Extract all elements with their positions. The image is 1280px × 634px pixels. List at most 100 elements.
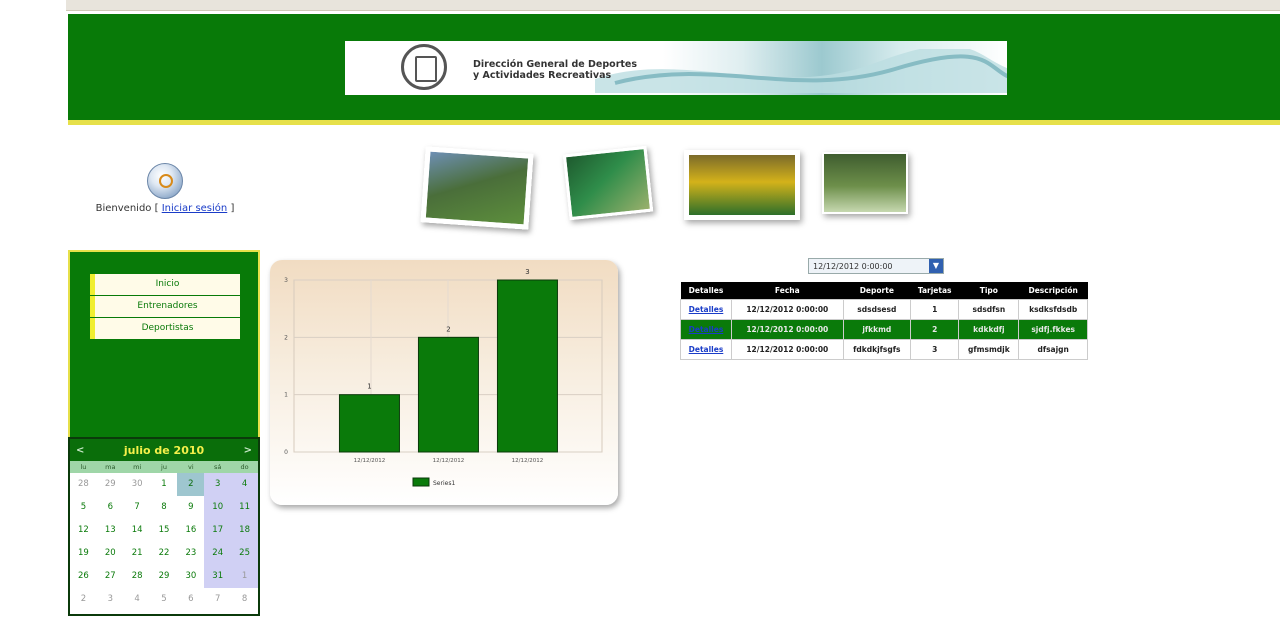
calendar-day[interactable]: 8 xyxy=(241,594,248,604)
wave-graphic xyxy=(595,49,1007,93)
calendar-day-name: lu xyxy=(70,461,97,473)
details-link[interactable]: Detalles xyxy=(688,345,724,354)
chart-panel: 0 1 2 3 1 12/12/2012 2 12/12/2012 3 12/12/2012 Ser… xyxy=(270,260,618,505)
calendar-day[interactable]: 6 xyxy=(107,502,113,512)
calendar-day[interactable]: 3 xyxy=(204,473,232,496)
photo-crowd xyxy=(684,150,800,220)
calendar-day[interactable]: 29 xyxy=(158,571,170,581)
calendar-day[interactable]: 1 xyxy=(161,479,167,489)
menu-item-entrenadores[interactable]: Entrenadores xyxy=(90,296,240,317)
bar xyxy=(417,336,479,453)
calendar-day[interactable]: 12 xyxy=(78,525,89,535)
x-tick-label: 12/12/2012 xyxy=(512,458,544,464)
x-tick-label: 12/12/2012 xyxy=(433,458,465,464)
calendar-day-name: mi xyxy=(123,461,151,473)
next-month-button[interactable]: > xyxy=(243,444,252,456)
bar-value-label: 3 xyxy=(525,268,529,276)
table-cell: sjdfj.fkkes xyxy=(1018,319,1088,340)
calendar-day[interactable]: 11 xyxy=(231,496,258,519)
bar-value-label: 2 xyxy=(446,325,450,333)
calendar-day[interactable]: 20 xyxy=(104,548,116,558)
calendar-day-name: vi xyxy=(177,461,205,473)
institution-seal-logo xyxy=(401,44,447,90)
calendar-day[interactable]: 26 xyxy=(78,571,89,581)
calendar-day[interactable]: 4 xyxy=(231,473,258,496)
details-link[interactable]: Detalles xyxy=(688,325,724,334)
table-cell: fdkdkjfsgfs xyxy=(842,339,911,360)
col-detalles: Detalles xyxy=(680,282,732,300)
bar xyxy=(496,279,558,453)
table-cell: Detalles xyxy=(680,339,732,360)
menu-item-deportistas[interactable]: Deportistas xyxy=(90,318,240,339)
table-row: Detalles 12/12/2012 0:00:00 sdsdsesd 1 sdsdf… xyxy=(680,299,1088,320)
calendar-day[interactable]: 5 xyxy=(80,502,87,512)
y-tick-label: 3 xyxy=(284,277,288,284)
calendar-day[interactable]: 7 xyxy=(134,502,140,512)
calendar-day[interactable]: 16 xyxy=(185,525,197,535)
calendar-day[interactable]: 19 xyxy=(78,548,89,558)
calendar-day[interactable]: 1 xyxy=(231,565,258,588)
calendar-day[interactable]: 3 xyxy=(107,594,113,604)
calendar-day-name: do xyxy=(231,461,258,473)
welcome-box: Bienvenido [ Iniciar sesión ] xyxy=(80,163,250,214)
calendar-day[interactable]: 4 xyxy=(134,594,140,604)
calendar-day[interactable]: 15 xyxy=(158,525,170,535)
photo-player xyxy=(562,145,654,221)
calendar-day[interactable]: 5 xyxy=(161,594,167,604)
calendar-day[interactable]: 31 xyxy=(204,565,232,588)
calendar-day[interactable]: 28 xyxy=(131,571,143,581)
calendar-day[interactable]: 21 xyxy=(131,548,143,558)
bracket-open: [ xyxy=(154,203,159,214)
calendar-day[interactable]: 29 xyxy=(104,479,116,489)
calendar-day[interactable]: 25 xyxy=(231,542,258,565)
calendar-day[interactable]: 27 xyxy=(104,571,116,581)
table-cell: 12/12/2012 0:00:00 xyxy=(730,299,844,320)
date-filter-value: 12/12/2012 0:00:00 xyxy=(813,262,893,271)
prev-month-button[interactable]: < xyxy=(76,444,85,456)
calendar-day[interactable]: 10 xyxy=(204,496,232,519)
calendar-day[interactable]: 13 xyxy=(104,525,116,535)
table-cell: sdsdsesd xyxy=(842,299,911,320)
table-row: Detalles 12/12/2012 0:00:00 jfkkmd 2 kdkkdfj… xyxy=(680,319,1088,340)
dropdown-arrow-icon: ▼ xyxy=(929,259,943,273)
legend-swatch xyxy=(412,477,430,487)
calendar-day[interactable]: 14 xyxy=(131,525,143,535)
calendar-day[interactable]: 24 xyxy=(204,542,232,565)
calendar-day[interactable]: 28 xyxy=(78,479,89,489)
calendar-day[interactable]: 6 xyxy=(188,594,194,604)
calendar: < julio de 2010 > lu ma mi ju vi sá do 28 29 30 1 2… xyxy=(68,437,260,616)
date-filter-select[interactable]: 12/12/2012 0:00:00 ▼ xyxy=(808,258,944,274)
table-cell: 1 xyxy=(909,299,960,320)
calendar-day[interactable]: 2 xyxy=(80,594,87,604)
photo-athlete xyxy=(822,152,908,214)
calendar-day[interactable]: 22 xyxy=(158,548,170,558)
login-link[interactable]: Iniciar sesión xyxy=(161,203,228,214)
table-cell: ksdksfdsdb xyxy=(1018,299,1088,320)
table-header-row: Detalles Fecha Deporte Tarjetas Tipo Des… xyxy=(680,282,1088,300)
calendar-title: julio de 2010 xyxy=(123,443,205,457)
calendar-day[interactable]: 17 xyxy=(204,519,232,542)
calendar-day[interactable]: 9 xyxy=(188,502,194,512)
calendar-day[interactable]: 23 xyxy=(185,548,197,558)
calendar-day[interactable]: 30 xyxy=(185,571,197,581)
table-cell: 2 xyxy=(909,319,960,340)
calendar-day-name: ma xyxy=(96,461,124,473)
y-tick-label: 1 xyxy=(284,392,288,399)
table-cell: dfsajgn xyxy=(1018,339,1088,360)
details-link[interactable]: Detalles xyxy=(688,305,724,314)
table-cell: 3 xyxy=(909,339,960,360)
calendar-day[interactable]: 8 xyxy=(161,502,167,512)
calendar-day[interactable]: 18 xyxy=(231,519,258,542)
calendar-header: < julio de 2010 > xyxy=(70,439,258,461)
table-body: Detalles 12/12/2012 0:00:00 sdsdsesd 1 sdsdf… xyxy=(680,299,1088,360)
calendar-day-name: ju xyxy=(150,461,178,473)
table-cell: Detalles xyxy=(680,319,732,340)
bar-chart: 0 1 2 3 1 12/12/2012 2 12/12/2012 3 12/12/2012 Ser… xyxy=(284,268,603,487)
calendar-day[interactable]: 30 xyxy=(131,479,143,489)
calendar-day[interactable]: 7 xyxy=(215,594,221,604)
user-orb-icon xyxy=(147,163,183,199)
calendar-day[interactable]: 2 xyxy=(177,473,205,496)
menu-item-inicio[interactable]: Inicio xyxy=(90,274,240,295)
calendar-grid: lu ma mi ju vi sá do 28 29 30 1 2 3 4 5 6 7 8 9 10 11 12 13 14 1… xyxy=(70,461,258,611)
y-tick-label: 0 xyxy=(284,449,288,456)
